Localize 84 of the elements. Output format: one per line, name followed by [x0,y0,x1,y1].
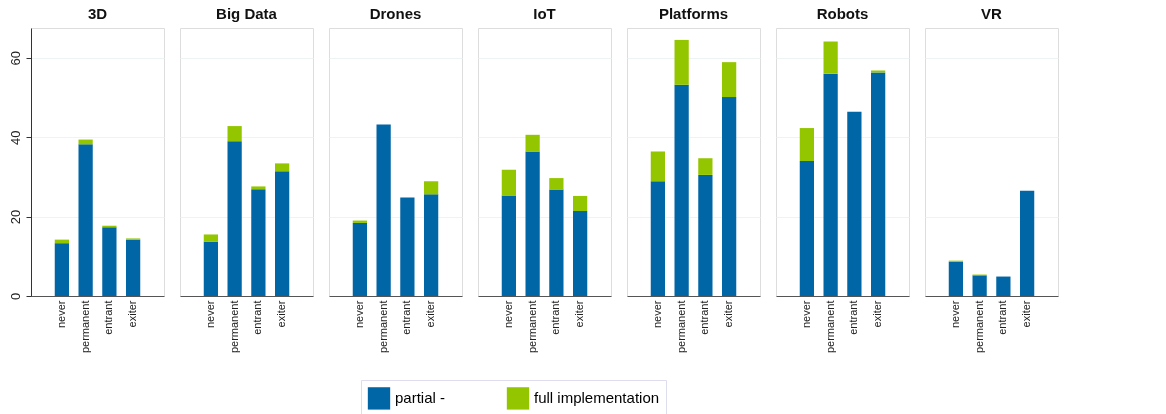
y-tick-label: 60 [7,51,23,66]
bar [525,134,540,152]
x-tick-label: never [54,300,67,329]
x-tick-label: permanent [525,300,538,354]
bar [823,73,838,296]
bar [996,276,1011,296]
x-tick-label: never [650,300,663,329]
bar [549,189,564,296]
x-tick-label: permanent [376,300,389,354]
bar [948,261,963,296]
x-tick-label: never [799,300,812,329]
bar [650,151,665,182]
x-tick-label: never [203,300,216,329]
legend-label: partial - [395,389,446,407]
bar [698,158,713,175]
bar [674,39,689,85]
bar [549,178,564,190]
bar [251,186,266,190]
bar [823,41,838,74]
bar [501,195,516,296]
legend-label: full implementation [534,389,660,407]
chart-title: VR [981,5,1003,22]
chart-title: Big Data [216,5,278,22]
bar [203,234,218,242]
y-tick-label: 40 [7,130,23,145]
x-tick-label: permanent [823,300,836,354]
bar [424,194,439,296]
bar [573,195,588,212]
x-tick-label: never [501,300,514,329]
x-tick-label: entrant [251,300,264,335]
bar [799,128,814,162]
bar [573,211,588,296]
y-tick-label: 0 [7,292,23,301]
bar [54,243,69,296]
x-tick-label: permanent [78,300,91,354]
bar [972,275,987,296]
chart-title: Robots [816,5,869,22]
bar [650,181,665,296]
x-tick-label: exiter [1020,300,1033,328]
chart-title: Platforms [658,5,729,22]
bar [275,171,290,296]
bar [102,227,117,296]
chart-title: Drones [369,5,422,22]
x-tick-label: never [948,300,961,329]
chart-title: IoT [533,5,556,22]
x-tick-label: permanent [674,300,687,354]
x-tick-label: exiter [573,300,586,328]
bar [424,181,439,195]
x-tick-label: entrant [996,300,1009,335]
x-tick-label: entrant [698,300,711,335]
bar [799,161,814,296]
bar [126,239,141,296]
bar [251,189,266,296]
x-tick-label: exiter [275,300,288,328]
bar [376,124,391,296]
x-tick-label: exiter [126,300,139,328]
y-tick-label: 20 [7,209,23,225]
chart-title: 3D [87,5,108,22]
bar [525,151,540,296]
bar [674,84,689,296]
x-tick-label: exiter [424,300,437,328]
bar [352,222,367,296]
bar [698,174,713,296]
bar [78,144,93,296]
bar [400,197,415,296]
bar [275,163,290,172]
bar [722,97,737,296]
x-tick-label: entrant [400,300,413,335]
x-tick-label: exiter [871,300,884,328]
bar [847,111,862,296]
x-tick-label: permanent [227,300,240,354]
bar [871,72,886,296]
bar [722,62,737,98]
bar [227,126,242,142]
x-tick-label: permanent [972,300,985,354]
x-tick-label: never [352,300,365,329]
x-tick-label: entrant [847,300,860,335]
bar [227,141,242,296]
x-tick-label: exiter [722,300,735,328]
bar [501,169,516,196]
bar [203,241,218,296]
bar [1020,190,1035,296]
x-tick-label: entrant [549,300,562,335]
x-tick-label: entrant [102,300,115,335]
